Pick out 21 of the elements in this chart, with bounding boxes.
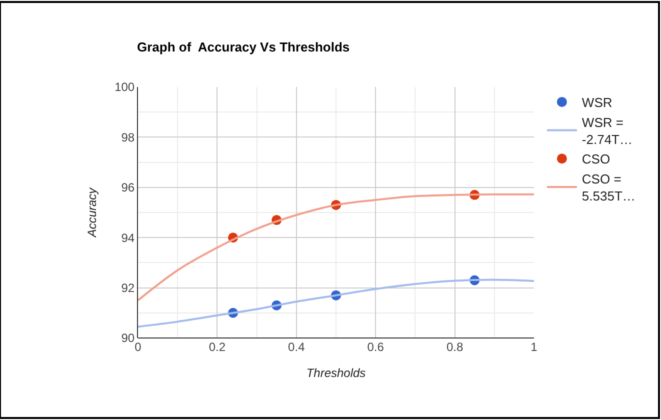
- y-tick-label: 98: [121, 130, 135, 144]
- chart-title: Graph of Accuracy Vs Thresholds: [137, 40, 350, 55]
- y-axis-title: Accuracy: [84, 186, 99, 238]
- x-tick-label: 0.4: [288, 340, 306, 354]
- y-tick-label: 100: [114, 80, 135, 94]
- y-tick-label: 92: [121, 281, 135, 295]
- legend-label: WSR = -2.74T…: [582, 114, 632, 147]
- x-tick-label: 0.2: [208, 340, 226, 354]
- legend-label: WSR: [582, 95, 612, 110]
- x-tick-label: 0.6: [367, 340, 384, 354]
- x-axis-title: Thresholds: [306, 366, 366, 380]
- y-tick-label: 90: [121, 331, 135, 346]
- line-series: [138, 193, 534, 302]
- x-tick-label: 0.8: [446, 340, 464, 354]
- line-series: [138, 278, 534, 328]
- legend-label: CSO = 5.535T…: [582, 172, 636, 204]
- y-tick-label: 94: [121, 230, 135, 245]
- legend-label: CSO: [582, 152, 610, 167]
- x-tick-label: 0: [134, 340, 142, 354]
- y-tick-label: 96: [121, 180, 135, 195]
- x-tick-label: 1: [530, 340, 538, 354]
